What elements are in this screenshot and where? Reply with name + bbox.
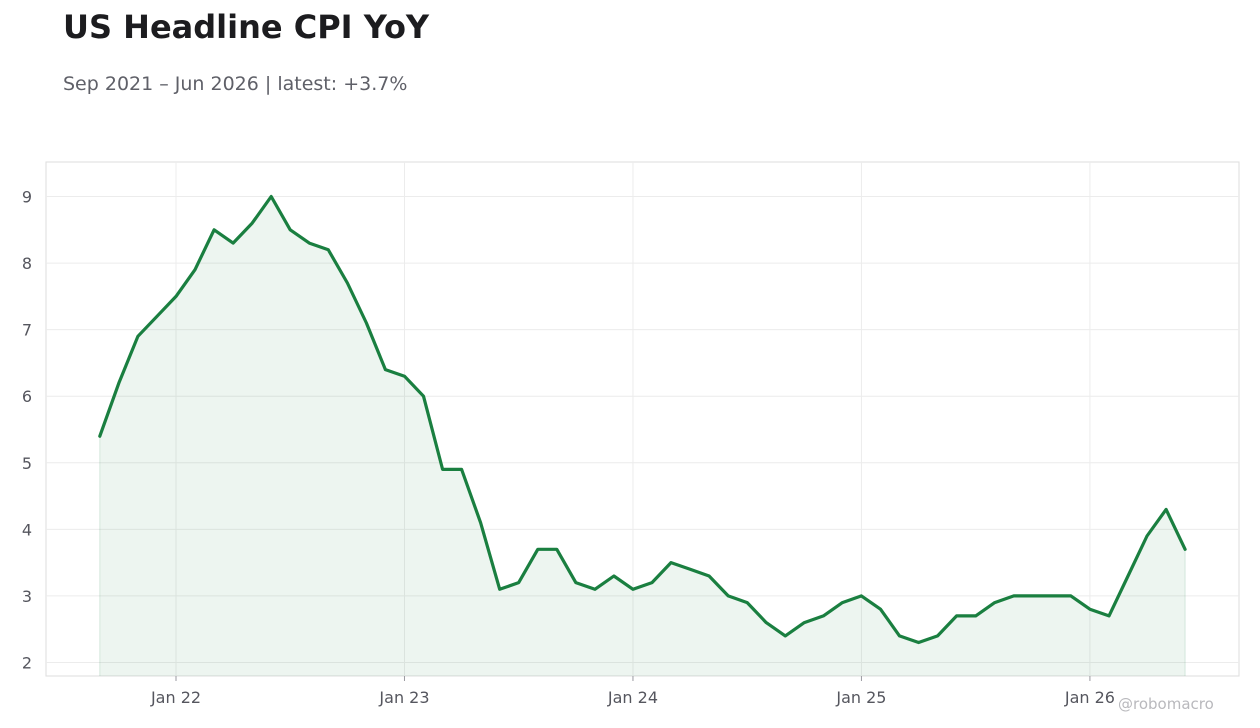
x-tick-label: Jan 26: [1064, 688, 1115, 707]
x-tick-label: Jan 25: [835, 688, 886, 707]
y-tick-label: 5: [22, 454, 32, 473]
x-tick-label: Jan 24: [607, 688, 658, 707]
chart-subtitle: Sep 2021 – Jun 2026 | latest: +3.7%: [63, 73, 408, 95]
x-axis-ticks: Jan 22 Jan 23 Jan 24 Jan 25 Jan 26: [150, 676, 1115, 707]
cpi-area-fill: [99, 196, 1186, 676]
y-tick-label: 8: [22, 254, 32, 273]
plot-frame: [45, 161, 1240, 677]
chart-title: US Headline CPI YoY: [63, 8, 430, 46]
y-tick-label: 3: [22, 587, 32, 606]
y-tick-label: 9: [22, 188, 32, 207]
x-tick-label: Jan 22: [150, 688, 201, 707]
y-tick-label: 7: [22, 321, 32, 340]
cpi-series-line: [98, 194, 1187, 645]
watermark: @robomacro: [1118, 695, 1214, 713]
x-tick-label: Jan 23: [378, 688, 429, 707]
y-tick-label: 2: [22, 654, 32, 673]
y-axis-ticks: 2 3 4 5 6 7 8 9: [22, 188, 32, 673]
area-left-edge: [99, 436, 1186, 676]
y-tick-label: 4: [22, 520, 32, 539]
y-gridlines: [46, 196, 1239, 663]
y-tick-label: 6: [22, 387, 32, 406]
